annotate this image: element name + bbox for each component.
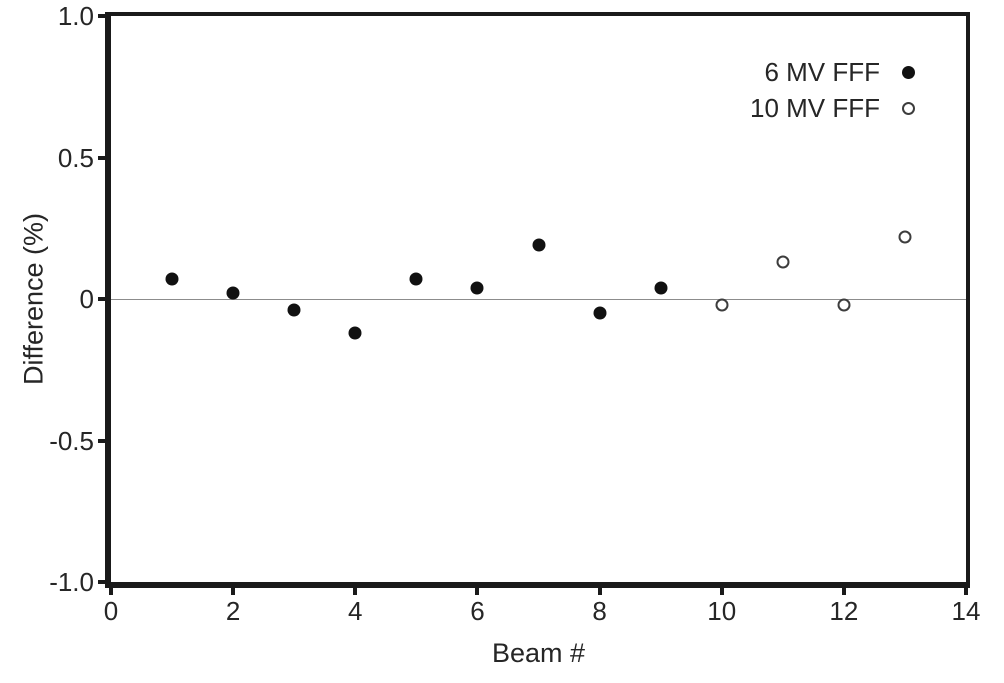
x-tick-mark xyxy=(353,588,358,595)
x-tick-label: 12 xyxy=(829,596,859,626)
zero-reference-line xyxy=(111,299,966,300)
x-tick-label: 8 xyxy=(592,596,607,626)
data-point-6-mv-fff xyxy=(593,306,607,320)
x-tick-mark xyxy=(109,588,113,595)
x-tick-mark xyxy=(719,588,724,595)
y-tick-mark xyxy=(98,438,105,443)
x-tick-label: 6 xyxy=(470,596,485,626)
data-point-6-mv-fff xyxy=(226,286,240,300)
data-point-10-mv-fff xyxy=(837,298,851,312)
x-tick-mark xyxy=(475,588,480,595)
y-tick-label: -1.0 xyxy=(49,567,94,597)
x-tick-mark xyxy=(597,588,602,595)
data-point-10-mv-fff xyxy=(715,298,729,312)
y-tick-mark xyxy=(98,155,105,160)
data-point-6-mv-fff xyxy=(287,303,301,317)
data-point-6-mv-fff xyxy=(654,281,668,295)
y-tick-mark xyxy=(98,297,105,301)
y-tick-label: -0.5 xyxy=(49,425,94,456)
data-point-6-mv-fff xyxy=(532,238,545,252)
data-point-10-mv-fff xyxy=(898,230,912,244)
filled-circle-icon xyxy=(901,65,916,79)
data-point-10-mv-fff xyxy=(776,255,790,269)
y-tick-label: 0 xyxy=(79,284,94,314)
x-tick-mark xyxy=(964,588,968,595)
y-tick-mark xyxy=(98,14,105,18)
x-tick-label: 14 xyxy=(951,596,981,626)
y-tick-mark xyxy=(98,580,105,584)
x-tick-mark xyxy=(841,588,846,595)
x-tick-label: 10 xyxy=(707,596,737,626)
legend: 6 MV FFF 10 MV FFF xyxy=(750,54,916,126)
data-point-6-mv-fff xyxy=(165,272,179,286)
x-axis-title: Beam # xyxy=(491,638,586,668)
x-tick-mark xyxy=(231,588,236,595)
x-tick-label: 2 xyxy=(225,596,241,626)
legend-label: 6 MV FFF xyxy=(764,56,880,87)
legend-item: 6 MV FFF xyxy=(750,54,916,90)
legend-label: 10 MV FFF xyxy=(749,92,880,123)
open-circle-icon xyxy=(901,101,916,115)
legend-item: 10 MV FFF xyxy=(750,90,916,126)
data-point-6-mv-fff xyxy=(409,272,423,286)
data-point-6-mv-fff xyxy=(348,326,362,340)
y-axis-title: Difference (%) xyxy=(18,212,49,386)
open-circle-glyph xyxy=(902,101,915,115)
filled-circle-glyph xyxy=(902,65,915,79)
x-tick-label: 0 xyxy=(103,596,119,626)
x-tick-label: 4 xyxy=(348,596,363,626)
data-point-6-mv-fff xyxy=(470,281,484,295)
y-tick-label: 1.0 xyxy=(57,1,94,31)
plot-area xyxy=(105,12,970,588)
y-tick-label: 0.5 xyxy=(57,142,94,173)
